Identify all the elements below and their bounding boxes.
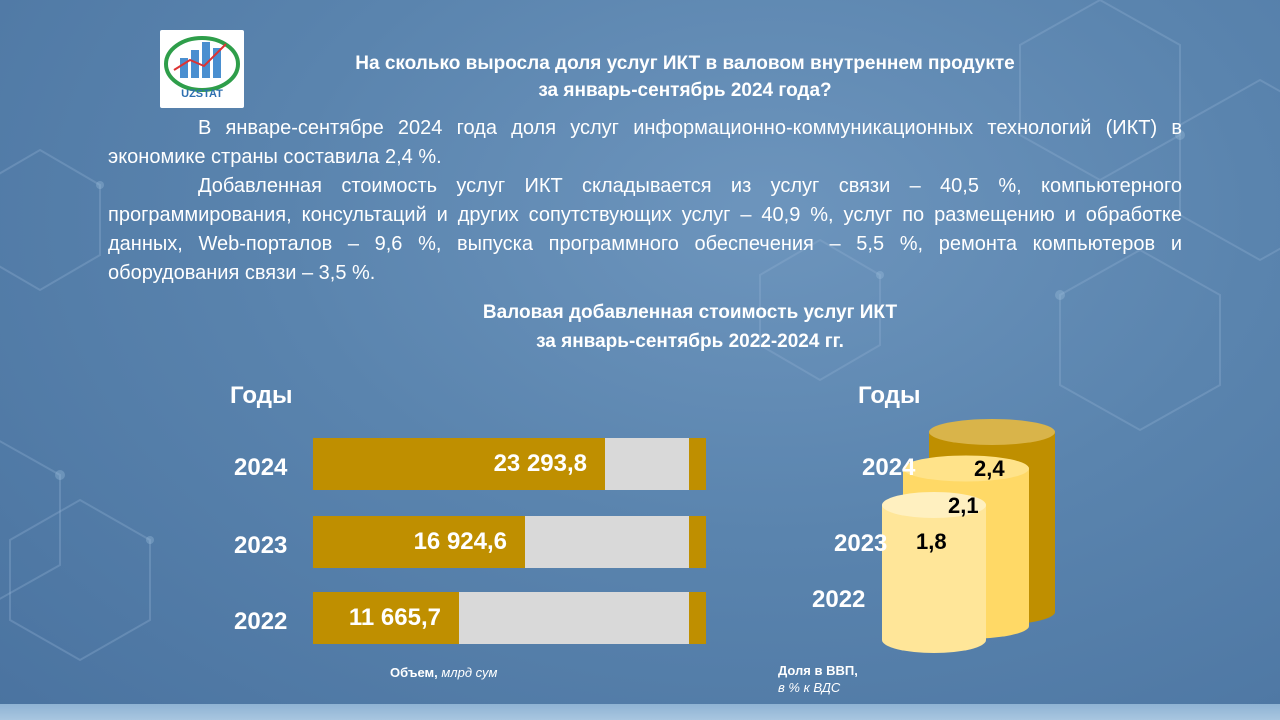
- cylinder-value-label: 2,1: [948, 492, 979, 518]
- chart-title-line2: за январь-сентябрь 2022-2024 гг.: [536, 331, 844, 352]
- chart-title: Валовая добавленная стоимость услуг ИКТ …: [300, 298, 1080, 356]
- bar-chart-note: Объем, млрд сум: [390, 664, 497, 681]
- bar-chart-axis-header: Годы: [230, 382, 293, 409]
- page-title: На сколько выросла доля услуг ИКТ в вало…: [250, 50, 1120, 104]
- cylinder-chart-note: Доля в ВВП, в % к ВДС: [778, 662, 858, 696]
- cylinder-year-label: 2022: [812, 586, 866, 613]
- uzstat-logo-graphic: [164, 36, 240, 92]
- bar-value-label: 11 665,7: [348, 604, 441, 631]
- bar-year-label: 2022: [234, 608, 288, 635]
- bar-chart-note-bold: Объем,: [390, 665, 438, 680]
- body-text: В январе-сентябре 2024 года доля услуг и…: [108, 114, 1182, 288]
- page-title-line1: На сколько выросла доля услуг ИКТ в вало…: [355, 53, 1015, 74]
- bar-value-label: 16 924,6: [413, 528, 507, 555]
- bar-track: 23 293,8: [313, 438, 706, 490]
- paragraph-2: Добавленная стоимость услуг ИКТ складыва…: [108, 175, 1182, 284]
- bar-year-label: 2024: [234, 454, 288, 481]
- bar-track: 11 665,7: [313, 592, 706, 644]
- cylinder-chart-note-unit: в % к ВДС: [778, 680, 841, 695]
- bar-end-cap: [689, 516, 706, 568]
- cylinder-chart-note-bold: Доля в ВВП,: [778, 663, 858, 678]
- bar-value-label: 23 293,8: [493, 450, 587, 477]
- chart-title-line1: Валовая добавленная стоимость услуг ИКТ: [482, 302, 898, 323]
- bottom-stripe: [0, 704, 1280, 720]
- bar-end-cap: [689, 438, 706, 490]
- cylinder-value-label: 1,8: [916, 529, 947, 554]
- cylinder-value-label: 2,4: [974, 456, 1005, 481]
- bar-2023: [313, 516, 525, 568]
- cylinder-chart-axis-header: Годы: [858, 382, 921, 409]
- bar-year-label: 2023: [234, 532, 288, 559]
- cylinder-year-label: 2024: [862, 454, 916, 481]
- bar-track: 16 924,6: [313, 516, 706, 568]
- bar-2022: [313, 592, 459, 644]
- page-title-line2: за январь-сентябрь 2024 года?: [538, 80, 832, 101]
- bar-2024: [313, 438, 605, 490]
- bar-end-cap: [689, 592, 706, 644]
- paragraph-1: В январе-сентябре 2024 года доля услуг и…: [108, 117, 1182, 168]
- cylinder-year-label: 2023: [834, 530, 888, 557]
- uzstat-logo: UZSTAT: [160, 30, 244, 108]
- bar-chart-note-unit: млрд сум: [437, 665, 498, 680]
- logo-text: UZSTAT: [181, 88, 223, 100]
